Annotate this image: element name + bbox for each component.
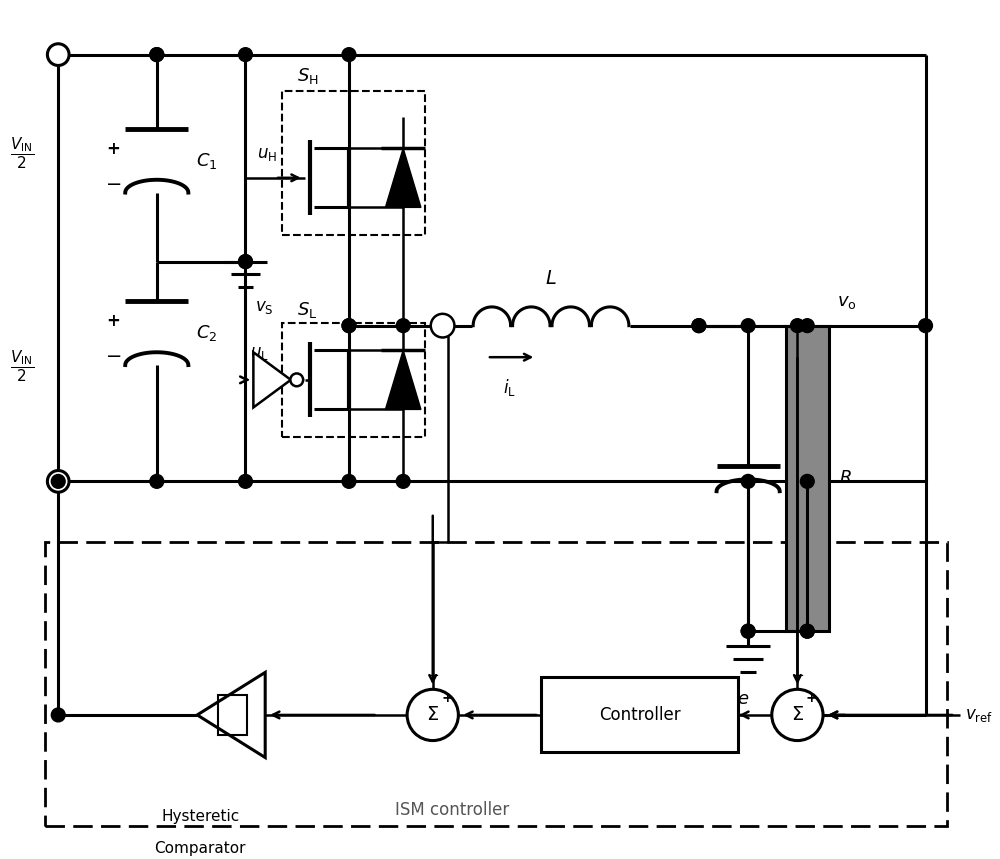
Text: +: + — [106, 312, 120, 330]
Circle shape — [396, 474, 410, 488]
Circle shape — [290, 374, 303, 387]
Circle shape — [800, 474, 814, 488]
Text: Hysteretic: Hysteretic — [161, 808, 239, 824]
Polygon shape — [197, 673, 265, 758]
Circle shape — [51, 474, 65, 488]
Circle shape — [239, 254, 252, 269]
Text: $-$: $-$ — [105, 345, 122, 364]
Circle shape — [791, 319, 804, 332]
Circle shape — [342, 319, 356, 332]
Circle shape — [741, 624, 755, 638]
Circle shape — [342, 48, 356, 62]
Bar — [541, 678, 738, 752]
Text: $C_1$: $C_1$ — [196, 150, 218, 171]
Text: $v_{\mathrm{o}}$: $v_{\mathrm{o}}$ — [837, 293, 857, 311]
Circle shape — [342, 319, 356, 332]
Text: $S_{\mathrm{H}}$: $S_{\mathrm{H}}$ — [297, 66, 318, 86]
Text: Controller: Controller — [599, 706, 681, 724]
Text: $u_{\mathrm{L}}$: $u_{\mathrm{L}}$ — [250, 344, 269, 362]
Text: $\dfrac{V_{\mathrm{IN}}}{2}$: $\dfrac{V_{\mathrm{IN}}}{2}$ — [10, 349, 34, 384]
Circle shape — [741, 319, 755, 332]
Circle shape — [150, 48, 164, 62]
Circle shape — [51, 708, 65, 722]
Bar — [786, 326, 829, 631]
Circle shape — [396, 319, 410, 332]
Text: $-$: $-$ — [105, 173, 122, 192]
Circle shape — [431, 314, 454, 338]
Circle shape — [239, 48, 252, 62]
Circle shape — [47, 44, 69, 65]
Polygon shape — [385, 149, 421, 207]
Text: $v_{\mathrm{S}}$: $v_{\mathrm{S}}$ — [255, 298, 274, 316]
Circle shape — [342, 474, 356, 488]
Text: ISM controller: ISM controller — [395, 801, 510, 819]
Text: +: + — [106, 140, 120, 158]
Circle shape — [919, 319, 932, 332]
Text: $u_{\mathrm{H}}$: $u_{\mathrm{H}}$ — [257, 145, 277, 163]
Circle shape — [47, 471, 69, 492]
Text: +: + — [806, 691, 817, 705]
Text: $C_2$: $C_2$ — [196, 323, 218, 343]
Text: $v_{\mathrm{ref}}$: $v_{\mathrm{ref}}$ — [965, 706, 993, 724]
Text: $\dfrac{V_{\mathrm{IN}}}{2}$: $\dfrac{V_{\mathrm{IN}}}{2}$ — [10, 136, 34, 171]
Text: +: + — [441, 691, 453, 705]
Circle shape — [239, 474, 252, 488]
Text: $e$: $e$ — [737, 690, 749, 708]
Circle shape — [800, 319, 814, 332]
Text: Comparator: Comparator — [154, 841, 246, 856]
Text: $-$: $-$ — [426, 667, 439, 681]
Text: $C$: $C$ — [788, 469, 802, 487]
Text: $R$: $R$ — [839, 469, 852, 487]
Text: $L$: $L$ — [545, 269, 557, 288]
Circle shape — [692, 319, 706, 332]
Text: $-$: $-$ — [791, 667, 804, 681]
Bar — [218, 695, 247, 734]
Text: $S_{\mathrm{L}}$: $S_{\mathrm{L}}$ — [297, 300, 317, 320]
Text: $i_{\mathrm{L}}$: $i_{\mathrm{L}}$ — [503, 377, 516, 398]
Circle shape — [150, 48, 164, 62]
Polygon shape — [253, 352, 291, 407]
Text: $\Sigma$: $\Sigma$ — [426, 705, 439, 724]
Circle shape — [239, 254, 252, 269]
Circle shape — [150, 474, 164, 488]
Polygon shape — [385, 350, 421, 410]
Circle shape — [800, 624, 814, 638]
Circle shape — [692, 319, 706, 332]
Circle shape — [800, 624, 814, 638]
Circle shape — [741, 624, 755, 638]
Circle shape — [741, 474, 755, 488]
Text: $\Sigma$: $\Sigma$ — [791, 705, 804, 724]
